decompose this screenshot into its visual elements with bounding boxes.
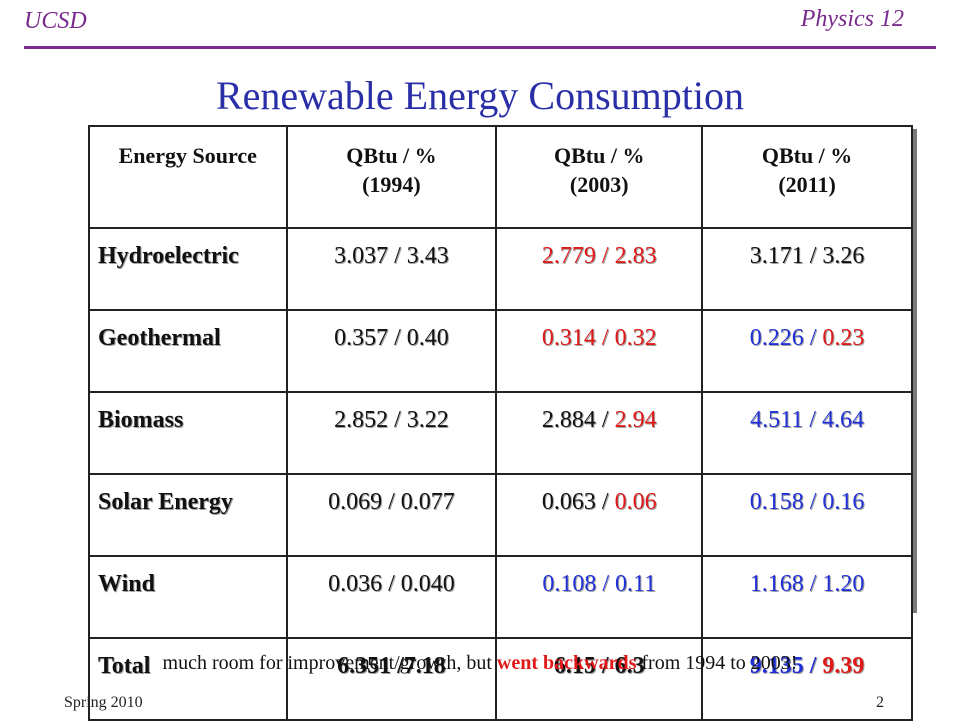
header-line: (2011) [778, 172, 836, 198]
value-segment: 3.037 / 3.43 [334, 243, 449, 269]
table-total-row: Total 6.351 /7.18 6.15 / 6.3 9.135 / 9.39 [88, 637, 913, 721]
value-segment: 6.15 / 6.3 [553, 653, 645, 679]
value-cell-2003: 0.108 / 0.11 [495, 555, 704, 639]
value-cell-2011: 0.158 / 0.16 [701, 473, 913, 557]
energy-source-cell: Biomass [88, 391, 288, 475]
table-row: Biomass 2.852 / 3.22 2.884 / 2.94 4.511 / 4… [88, 391, 913, 475]
value-cell-2011: 3.171 / 3.26 [701, 227, 913, 311]
value-segment: 0.226 / [749, 325, 823, 351]
value-cell-2003: 2.884 / 2.94 [495, 391, 704, 475]
table-row: Hydroelectric 3.037 / 3.43 2.779 / 2.83 3.1… [88, 227, 913, 311]
course-institution: UCSD [24, 8, 87, 34]
value-cell-2003: 0.063 / 0.06 [495, 473, 704, 557]
value-segment: 1.168 / 1.20 [749, 571, 865, 597]
header-2011: QBtu / % (2011) [701, 125, 913, 229]
slide-number: 2 [876, 694, 884, 711]
value-cell-2011: 9.135 / 9.39 [701, 637, 913, 721]
energy-table: Energy Source QBtu / % (1994) QBtu / % (… [88, 125, 913, 721]
table-row: Wind 0.036 / 0.040 0.108 / 0.11 1.168 / 1.2… [88, 555, 913, 639]
header-line: QBtu / % [554, 143, 645, 168]
value-cell-2003: 2.779 / 2.83 [495, 227, 704, 311]
value-cell-1994: 0.357 / 0.40 [285, 309, 498, 393]
header-line: Energy Source [118, 143, 257, 168]
value-segment: 0.23 [822, 325, 865, 351]
value-segment: 0.158 / 0.16 [749, 489, 865, 515]
slide-title: Renewable Energy Consumption [215, 73, 745, 118]
energy-source-cell: Wind [88, 555, 288, 639]
value-segment: 2.94 [614, 407, 657, 433]
slide-date: Spring 2010 [64, 694, 143, 711]
table-header-row: Energy Source QBtu / % (1994) QBtu / % (… [88, 125, 913, 229]
value-segment: 6.351 /7.18 [337, 653, 446, 679]
value-segment: 0.036 / 0.040 [328, 571, 455, 597]
value-segment: 0.108 / 0.11 [542, 571, 657, 597]
footnote: much room for improvement/growth, but we… [0, 652, 960, 675]
energy-source-cell: Hydroelectric [88, 227, 288, 311]
header-line: QBtu / % [761, 143, 853, 168]
header-divider [24, 46, 936, 49]
table-row: Geothermal 0.357 / 0.40 0.314 / 0.32 0.226 … [88, 309, 913, 393]
value-cell-2011: 0.226 / 0.23 [701, 309, 913, 393]
value-segment: 9.39 [822, 653, 865, 679]
header-1994: QBtu / % (1994) [285, 125, 498, 229]
header-2003: QBtu / % (2003) [495, 125, 704, 229]
footnote-text-end: from 1994 to 2003! [636, 652, 798, 674]
header-line: (2003) [569, 172, 629, 198]
value-segment: 2.884 / [541, 407, 615, 433]
value-cell-1994: 3.037 / 3.43 [285, 227, 498, 311]
value-cell-2003: 6.15 / 6.3 [495, 637, 704, 721]
value-segment: 4.511 / 4.64 [750, 407, 864, 433]
energy-source-cell: Geothermal [88, 309, 288, 393]
value-segment: 0.314 / 0.32 [541, 325, 657, 351]
energy-source-cell: Total [88, 637, 288, 721]
value-segment: 9.135 / [749, 653, 823, 679]
footnote-highlight: went backwards [496, 652, 637, 674]
value-cell-1994: 0.069 / 0.077 [285, 473, 498, 557]
value-segment: 3.171 / 3.26 [749, 243, 865, 269]
footnote-text-start: much room for improvement/growth, but [162, 652, 497, 674]
header-line: QBtu / % [346, 143, 437, 168]
value-segment: 0.06 [614, 489, 657, 515]
value-cell-1994: 2.852 / 3.22 [285, 391, 498, 475]
header-line: (1994) [362, 172, 421, 198]
table-row: Solar Energy 0.069 / 0.077 0.063 / 0.06 0.1… [88, 473, 913, 557]
value-segment: 0.063 / [541, 489, 615, 515]
value-segment: 2.779 / 2.83 [541, 243, 657, 269]
energy-source-cell: Solar Energy [88, 473, 288, 557]
value-cell-1994: 0.036 / 0.040 [285, 555, 498, 639]
header-energy-source: Energy Source [88, 125, 288, 229]
value-segment: 0.357 / 0.40 [334, 325, 449, 351]
energy-table-container: Energy Source QBtu / % (1994) QBtu / % (… [88, 125, 913, 721]
value-cell-2003: 0.314 / 0.32 [495, 309, 704, 393]
value-cell-2011: 1.168 / 1.20 [701, 555, 913, 639]
value-cell-1994: 6.351 /7.18 [285, 637, 498, 721]
course-name: Physics 12 [800, 6, 904, 32]
value-segment: 0.069 / 0.077 [328, 489, 455, 515]
value-cell-2011: 4.511 / 4.64 [701, 391, 913, 475]
value-segment: 2.852 / 3.22 [334, 407, 449, 433]
